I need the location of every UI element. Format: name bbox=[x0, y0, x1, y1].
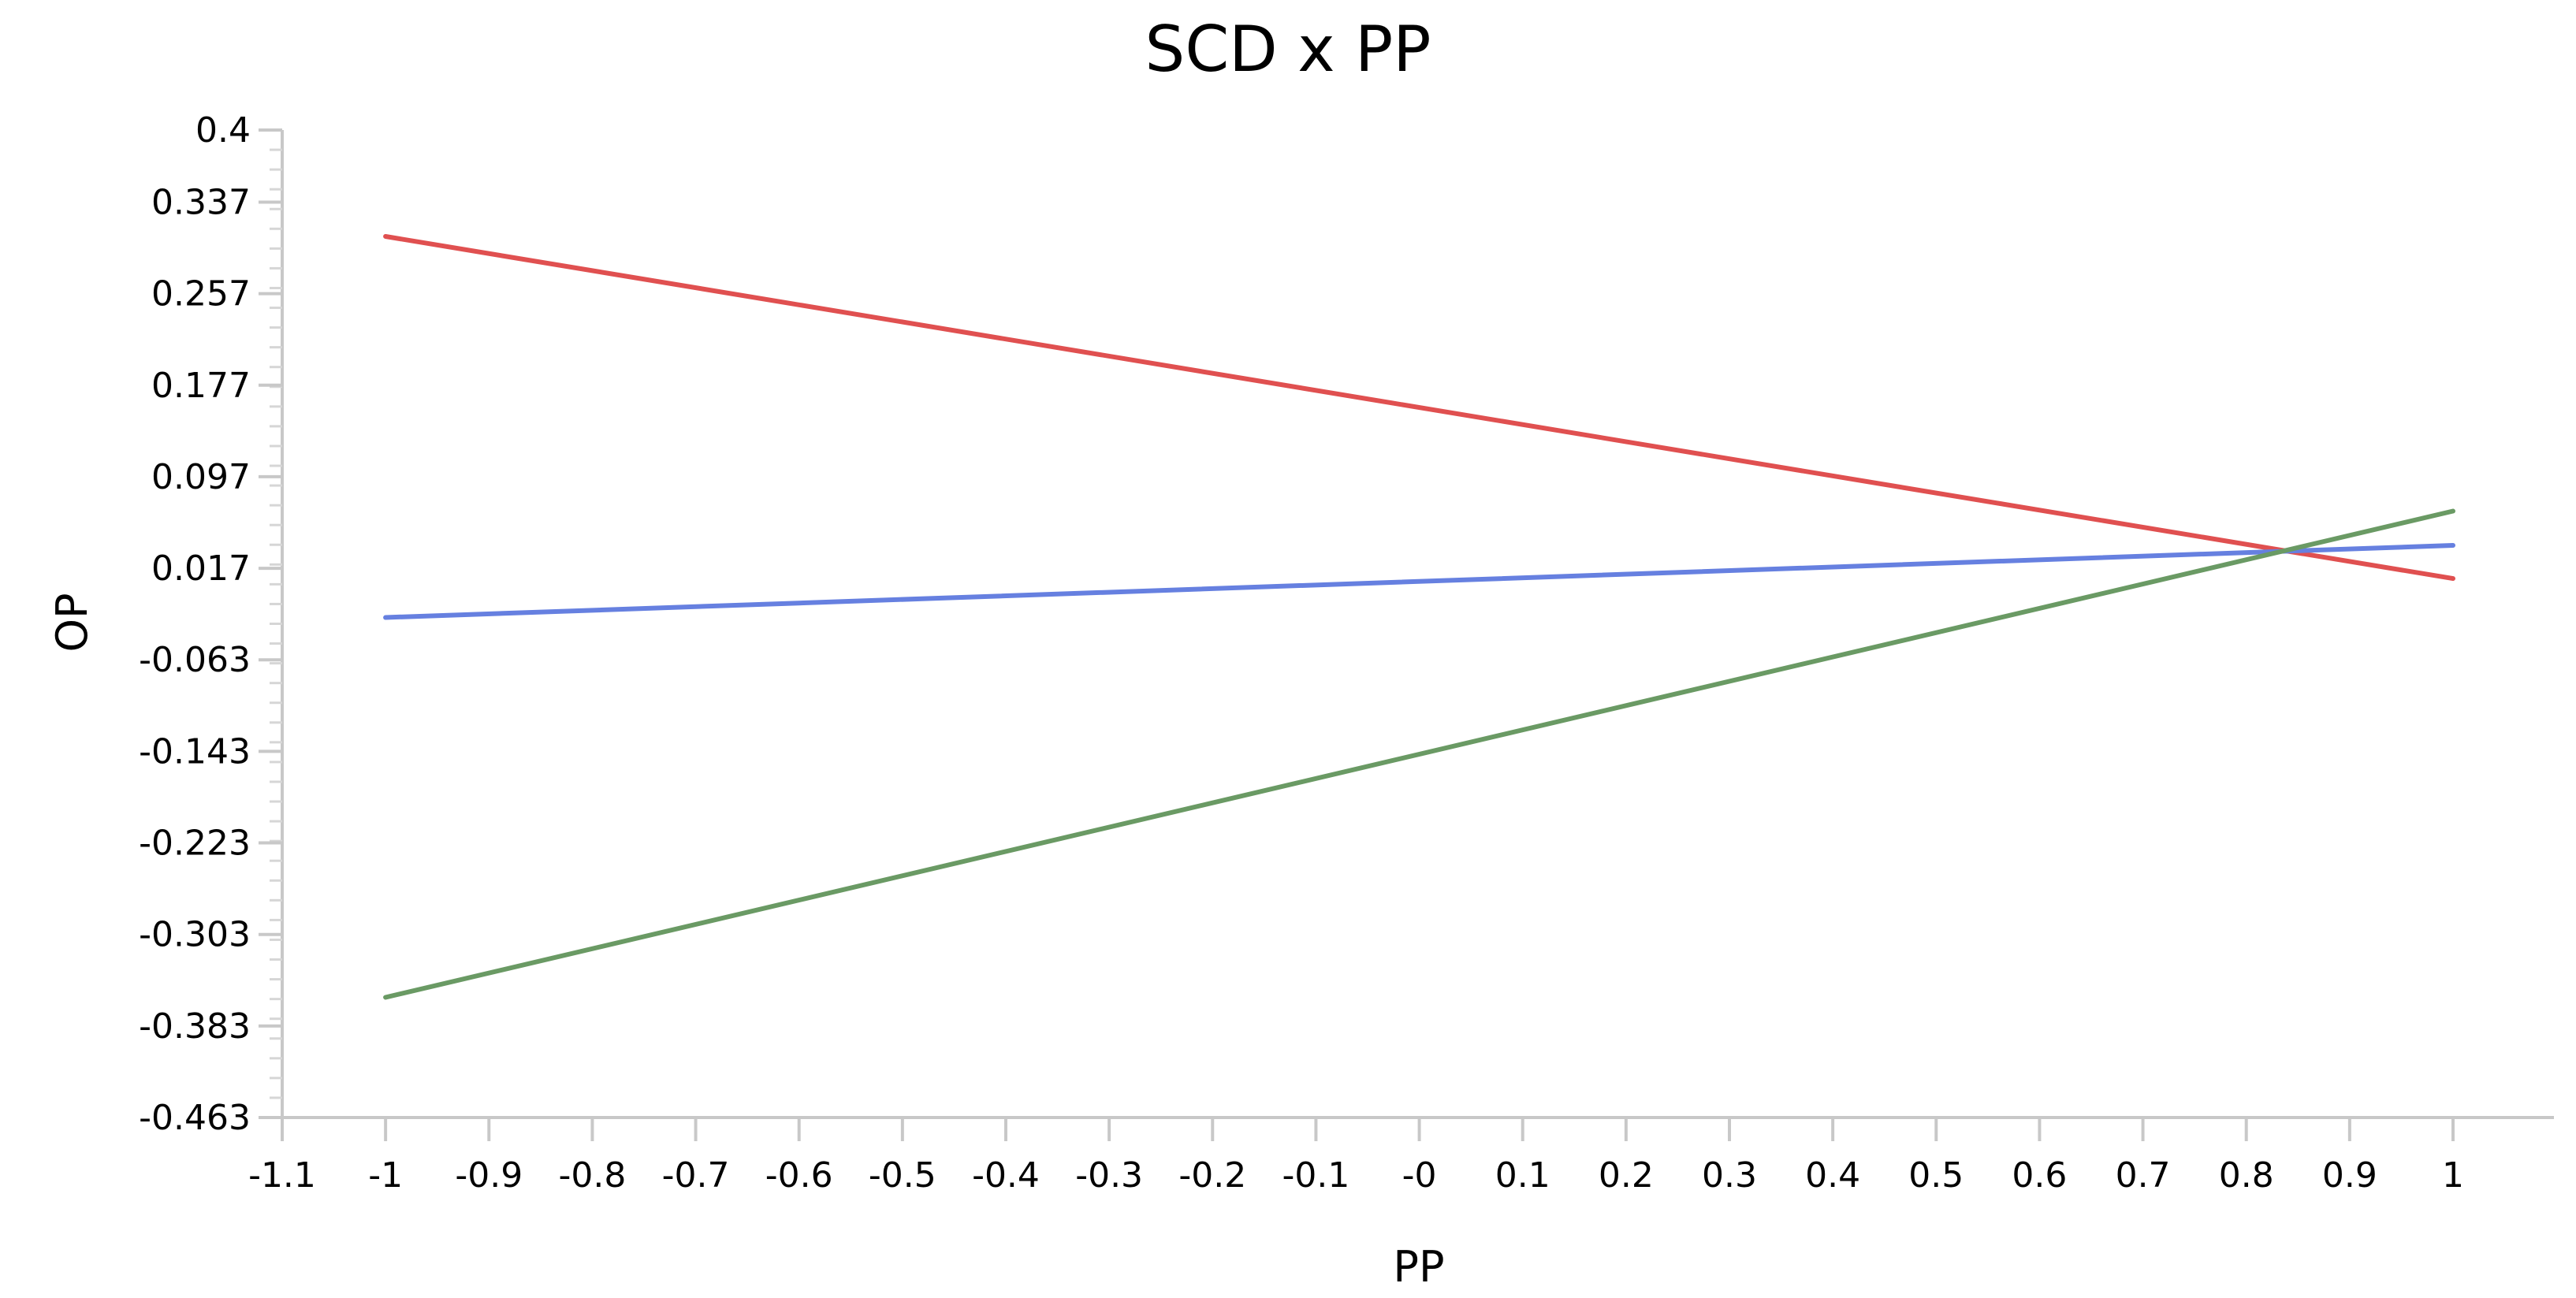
x-tick-label: 0.6 bbox=[2012, 1155, 2067, 1196]
y-tick-label: 0.4 bbox=[195, 110, 251, 151]
x-tick-label: 0.4 bbox=[1805, 1155, 1860, 1196]
x-tick-label: -0.7 bbox=[662, 1155, 730, 1196]
x-tick-label: -0.2 bbox=[1178, 1155, 1246, 1196]
series-line-1 bbox=[383, 234, 2455, 582]
y-tick-label: 0.337 bbox=[151, 182, 251, 222]
x-tick-label: 0.3 bbox=[1702, 1155, 1757, 1196]
x-tick-label: -0.3 bbox=[1075, 1155, 1143, 1196]
x-tick-label: 0.1 bbox=[1495, 1155, 1550, 1196]
x-tick-label: -1 bbox=[368, 1155, 403, 1196]
y-tick-label: 0.257 bbox=[151, 274, 251, 314]
y-tick-label: -0.223 bbox=[139, 824, 251, 864]
y-tick-label: 0.017 bbox=[151, 549, 251, 589]
x-tick-label: 0.2 bbox=[1599, 1155, 1654, 1196]
axes: 0.4 0.337 0.257 0.177 0.097 0.017 -0.063 -0.143… bbox=[139, 110, 2554, 1196]
x-tick-label: -1.1 bbox=[248, 1155, 316, 1196]
x-tick-label: 1 bbox=[2442, 1155, 2464, 1196]
y-tick-label: 0.097 bbox=[151, 457, 251, 497]
y-tick-label: -0.063 bbox=[139, 640, 251, 680]
x-tick-label: -0.4 bbox=[972, 1155, 1040, 1196]
x-tick-label: -0.5 bbox=[869, 1155, 936, 1196]
x-tick-label: 0.8 bbox=[2219, 1155, 2274, 1196]
y-tick-label: -0.143 bbox=[139, 731, 251, 772]
series-lines bbox=[383, 234, 2455, 1000]
x-tick-label: 0.7 bbox=[2116, 1155, 2171, 1196]
x-tick-label: -0.9 bbox=[455, 1155, 523, 1196]
chart-title: SCD x PP bbox=[1145, 13, 1431, 86]
series-line-3 bbox=[383, 508, 2455, 1000]
y-tick-label: -0.463 bbox=[139, 1098, 251, 1138]
x-tick-label: -0 bbox=[1402, 1155, 1437, 1196]
y-axis-label: OP bbox=[47, 593, 97, 652]
y-tick-label: -0.383 bbox=[139, 1006, 251, 1047]
x-tick-label: -0.8 bbox=[558, 1155, 626, 1196]
y-tick-label: -0.303 bbox=[139, 915, 251, 955]
x-tick-label: -0.1 bbox=[1282, 1155, 1349, 1196]
y-tick-label: 0.177 bbox=[151, 366, 251, 406]
x-axis-label: PP bbox=[1393, 1242, 1444, 1292]
x-tick-label: 0.9 bbox=[2322, 1155, 2377, 1196]
x-tick-label: 0.5 bbox=[1908, 1155, 1964, 1196]
x-tick-label: -0.6 bbox=[765, 1155, 833, 1196]
series-line-2 bbox=[383, 543, 2455, 620]
